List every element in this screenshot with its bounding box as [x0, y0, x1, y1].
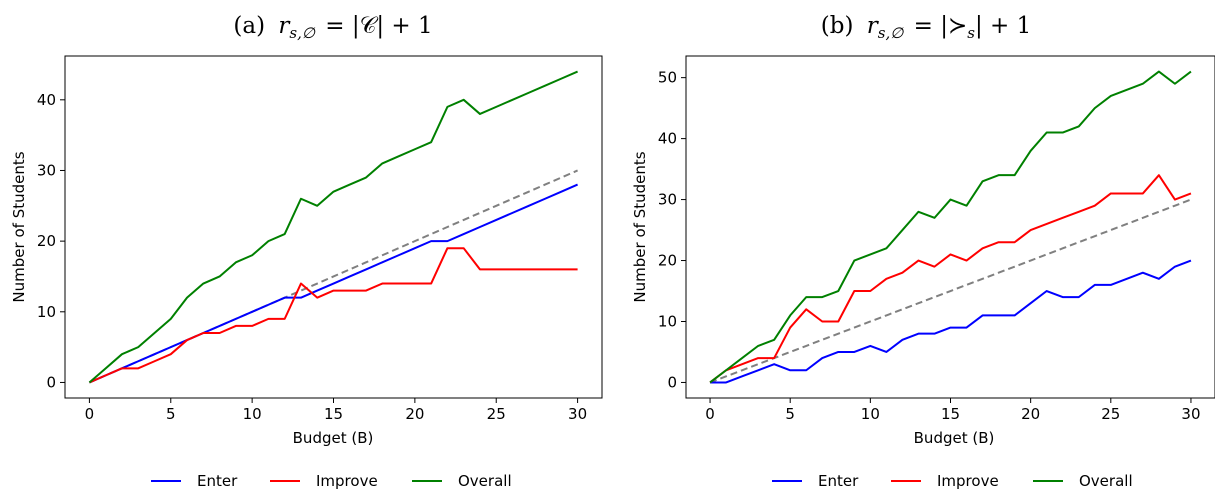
series-line-overall — [88, 70, 578, 384]
chart-title-a: (a) rs,∅ = |𝒞| + 1 — [233, 13, 432, 44]
legend-label-improve-b: Improve — [937, 472, 999, 490]
legend-label-enter-a: Enter — [197, 472, 238, 490]
y-tick-label: 10 — [37, 303, 56, 321]
y-tick-label: 0 — [46, 373, 56, 391]
chart-title-b: (b) rs,∅ = |≻s| + 1 — [821, 13, 1031, 44]
plot-frame-b — [685, 55, 1215, 399]
y-tick-label: 10 — [658, 312, 677, 330]
legend-label-overall-b: Overall — [1079, 472, 1133, 490]
x-tick-label: 15 — [941, 405, 960, 423]
legend-label-improve-a: Improve — [316, 472, 378, 490]
series-line-enter — [89, 183, 578, 384]
y-axis-ticks-a: 0 10 20 30 40 — [37, 91, 65, 391]
series-line-improve — [89, 247, 578, 384]
x-tick-label: 30 — [1181, 405, 1200, 423]
x-tick-label: 25 — [1101, 405, 1120, 423]
x-axis-label-a: Budget (B) — [293, 429, 374, 447]
y-axis-label-a: Number of Students — [10, 151, 28, 302]
y-tick-label: 30 — [658, 191, 677, 209]
series-lines-b — [709, 70, 1192, 384]
reference-line — [709, 198, 1192, 384]
x-tick-label: 25 — [487, 405, 506, 423]
y-tick-label: 20 — [37, 232, 56, 250]
y-tick-label: 30 — [37, 161, 56, 179]
y-tick-label: 20 — [658, 252, 677, 270]
y-axis-label-b: Number of Students — [631, 151, 649, 302]
series-line-improve — [709, 174, 1192, 384]
x-tick-label: 30 — [568, 405, 587, 423]
x-tick-label: 5 — [785, 405, 795, 423]
legend-label-overall-a: Overall — [458, 472, 512, 490]
x-tick-label: 0 — [85, 405, 95, 423]
x-tick-label: 10 — [243, 405, 262, 423]
series-lines-a — [88, 70, 578, 384]
x-axis-ticks-a: 0 5 10 15 20 25 30 — [85, 398, 587, 423]
x-axis-ticks-b: 0 5 10 15 20 25 30 — [705, 398, 1201, 423]
x-tick-label: 10 — [861, 405, 880, 423]
y-tick-label: 0 — [667, 373, 677, 391]
chart-panel-a: (a) rs,∅ = |𝒞| + 1 0 10 20 30 40 0 5 10 15 20 25 3… — [10, 13, 603, 490]
y-axis-ticks-b: 0 10 20 30 40 50 — [658, 69, 686, 391]
series-line-enter — [710, 259, 1192, 384]
legend-b: Enter Improve Overall — [772, 472, 1133, 490]
chart-panel-b: (b) rs,∅ = |≻s| + 1 0 10 20 30 40 50 0 5 10 15 20… — [631, 13, 1215, 490]
y-tick-label: 50 — [658, 69, 677, 87]
legend-label-enter-b: Enter — [818, 472, 859, 490]
series-line-overall — [709, 70, 1192, 384]
x-tick-label: 0 — [705, 405, 715, 423]
y-tick-label: 40 — [37, 91, 56, 109]
plot-frame-a — [64, 55, 603, 399]
y-tick-label: 40 — [658, 130, 677, 148]
x-tick-label: 5 — [166, 405, 176, 423]
x-tick-label: 15 — [324, 405, 343, 423]
x-tick-label: 20 — [405, 405, 424, 423]
x-axis-label-b: Budget (B) — [914, 429, 995, 447]
x-tick-label: 20 — [1021, 405, 1040, 423]
legend-a: Enter Improve Overall — [151, 472, 512, 490]
